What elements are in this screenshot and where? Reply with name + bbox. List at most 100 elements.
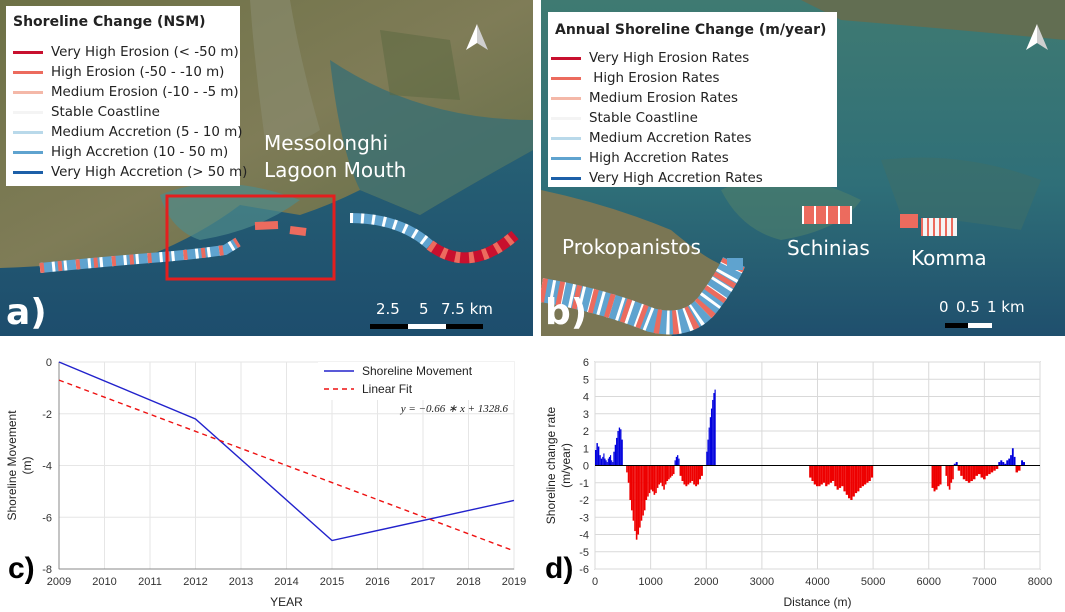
legend-a-item-5: High Accretion (10 - 50 m) <box>13 142 247 162</box>
bar-d-93 <box>847 465 851 499</box>
bar-d-134 <box>1002 462 1005 466</box>
legend-a-label-1: High Erosion (-50 - -10 m) <box>51 64 225 80</box>
bar-d-32 <box>642 465 644 516</box>
bar-d-14 <box>612 462 614 466</box>
bar-d-52 <box>674 460 676 466</box>
bar-d-79 <box>816 465 819 487</box>
bar-d-3 <box>599 455 601 466</box>
bar-d-112 <box>950 465 953 483</box>
y-tick-d-2: 4 <box>583 392 589 404</box>
legend-b-item-3: Stable Coastline <box>551 108 763 128</box>
map-a-image <box>0 0 533 336</box>
legend-panel-b: Annual Shoreline Change (m/year) Very Hi… <box>548 12 837 187</box>
y-tick-d-8: -2 <box>579 495 589 507</box>
y-tick-d-0: 6 <box>583 357 589 369</box>
bar-d-130 <box>993 465 996 471</box>
bar-d-103 <box>870 465 874 478</box>
bar-d-131 <box>995 465 999 469</box>
bar-d-60 <box>687 465 690 485</box>
bar-d-125 <box>980 465 984 478</box>
legend-b-item-0: Very High Erosion Rates <box>551 48 763 68</box>
bar-d-59 <box>685 465 688 487</box>
bar-d-80 <box>818 465 821 487</box>
bar-d-6 <box>603 453 605 466</box>
legend-b-label-3: Stable Coastline <box>589 110 698 126</box>
x-tick-c-7: 2016 <box>365 576 389 588</box>
x-tick-c-10: 2019 <box>502 576 526 588</box>
x-tick-c-1: 2010 <box>92 576 116 588</box>
shoreline-transects-a <box>39 213 519 273</box>
y-tick-c-4: -8 <box>42 564 52 576</box>
bar-d-46 <box>664 465 667 485</box>
bar-d-13 <box>611 460 613 466</box>
legend-a-item-2: Medium Erosion (-10 - -5 m) <box>13 82 247 102</box>
x-tick-d-2: 2000 <box>694 576 718 588</box>
bar-d-18 <box>617 431 619 466</box>
study-area-box <box>165 194 336 281</box>
bar-d-139 <box>1011 448 1014 466</box>
legend-a-label-6: Very High Accretion (> 50 m) <box>51 164 248 180</box>
x-tick-d-4: 4000 <box>805 576 829 588</box>
x-tick-c-0: 2009 <box>47 576 71 588</box>
legend-b-swatch-2 <box>551 96 581 100</box>
x-tick-c-2: 2011 <box>138 576 162 588</box>
bar-d-50 <box>671 465 673 476</box>
bar-d-97 <box>857 465 860 492</box>
bar-d-31 <box>640 465 643 521</box>
legend-b-swatch-1 <box>551 76 581 80</box>
bar-d-86 <box>832 465 835 482</box>
bar-d-39 <box>653 465 656 495</box>
bar-d-113 <box>952 465 954 480</box>
bar-d-143 <box>1021 460 1024 466</box>
scale-bar-a <box>370 324 483 329</box>
bar-d-138 <box>1010 455 1012 466</box>
bar-d-111 <box>948 465 951 490</box>
bar-d-30 <box>639 465 641 528</box>
place-label-line2: Lagoon Mouth <box>264 158 407 182</box>
bar-d-29 <box>637 465 640 535</box>
bar-d-102 <box>868 465 871 482</box>
bar-d-56 <box>679 465 682 476</box>
legend-title-a: Shoreline Change (NSM) <box>13 14 206 30</box>
bar-d-75 <box>714 389 716 466</box>
x-tick-d-8: 8000 <box>1028 576 1052 588</box>
y-tick-c-3: -6 <box>42 512 52 524</box>
bar-d-105 <box>933 465 936 492</box>
legend-b-swatch-5 <box>551 156 581 160</box>
bar-d-58 <box>683 465 686 485</box>
bar-d-63 <box>693 465 696 485</box>
panel-letter-c: c) <box>8 552 35 585</box>
bar-d-144 <box>1023 462 1025 466</box>
bar-d-133 <box>1000 460 1003 466</box>
bar-d-108 <box>939 465 942 485</box>
scale-label-a-1: 2.5 <box>376 300 400 318</box>
bar-d-77 <box>811 465 814 482</box>
x-axis-label-d: Distance (m) <box>783 595 851 609</box>
bar-d-53 <box>675 456 678 466</box>
legend-a-swatch-6 <box>13 170 43 174</box>
bar-d-118 <box>962 465 966 480</box>
shoreline-transects-b <box>541 206 957 335</box>
legend-b-swatch-0 <box>551 56 581 60</box>
scale-bar-b <box>945 323 992 328</box>
chart-legend-c <box>318 362 514 400</box>
bar-d-98 <box>859 465 862 488</box>
x-tick-c-9: 2018 <box>456 576 480 588</box>
bar-d-132 <box>998 462 1001 466</box>
bar-d-78 <box>813 465 817 485</box>
legend-b-swatch-4 <box>551 136 581 140</box>
bar-d-25 <box>630 465 633 511</box>
x-tick-c-8: 2017 <box>411 576 435 588</box>
bar-d-27 <box>634 465 636 532</box>
legend-b-label-6: Very High Accretion Rates <box>589 170 763 186</box>
y-tick-d-1: 5 <box>583 374 589 386</box>
bar-d-84 <box>827 465 830 485</box>
legend-b-swatch-3 <box>551 116 581 120</box>
bar-d-20 <box>620 429 622 466</box>
y-axis-label-d: Shoreline change rate(m/year) <box>544 406 573 524</box>
bar-d-114 <box>953 463 956 466</box>
x-tick-c-3: 2012 <box>183 576 207 588</box>
legend-b-item-1: High Erosion Rates <box>551 68 763 88</box>
bar-d-40 <box>655 465 657 494</box>
panel-letter-b: b) <box>545 292 588 333</box>
